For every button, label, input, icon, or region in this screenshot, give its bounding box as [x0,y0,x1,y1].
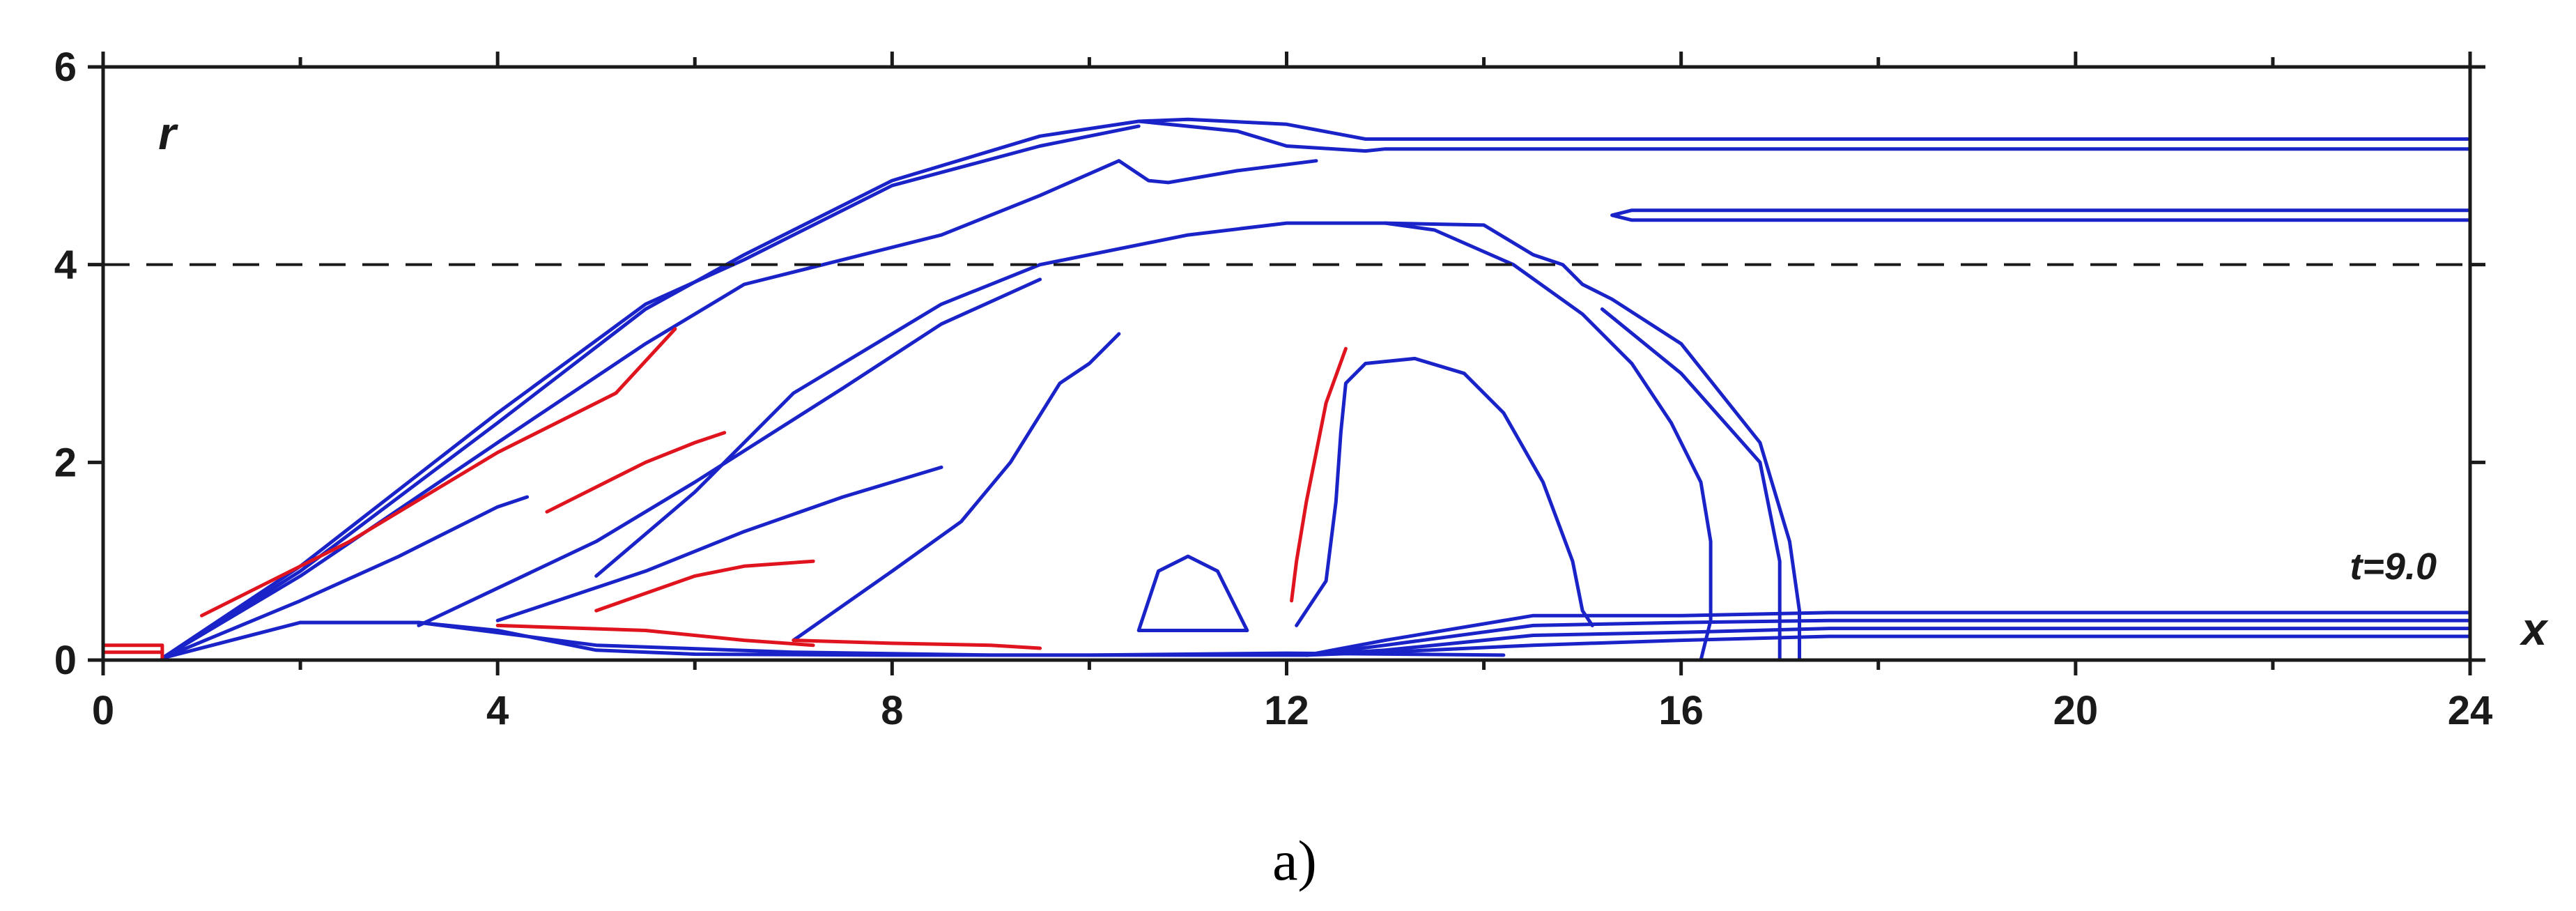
y-axis-label: r [158,107,178,159]
red-contour-line [495,623,815,648]
blue-contour-line [1600,307,1782,660]
blue-contour-line [298,620,1506,657]
figure-caption: a) [1272,829,1317,892]
red-contour-line [200,327,677,618]
x-tick-label: 16 [1658,688,1704,733]
red-contour-line [594,559,815,613]
blue-contour-line [160,495,530,660]
blue-contour-line [792,332,1121,643]
blue-contour-line [1136,554,1249,632]
red-contour-line [545,431,727,514]
y-tick-label: 6 [54,45,77,90]
x-tick-label: 8 [881,688,903,733]
blue-contour-line [160,124,1141,660]
blue-contour-line [1383,221,1713,660]
blue-contour-line [495,465,943,622]
contour-lines [103,117,2470,660]
blue-contour-line [1136,119,2470,153]
y-tick-label: 0 [54,638,77,683]
y-tick-label: 2 [54,440,77,485]
x-tick-label: 24 [2448,688,2493,733]
x-tick-label: 0 [92,688,114,733]
blue-contour-line [417,277,1042,627]
x-tick-label: 12 [1264,688,1309,733]
x-tick-label: 20 [2053,688,2099,733]
blue-contour-line [594,221,1801,660]
red-contour-line [792,638,1042,650]
axis-ticks [88,52,2485,675]
blue-contour-line [160,159,1318,660]
blue-contour-line [1304,611,2470,657]
blue-contour-line [160,117,2470,660]
plot-frame [101,65,2472,662]
red-contour-line [1290,346,1348,603]
time-annotation: t=9.0 [2350,546,2437,588]
y-tick-label: 4 [54,243,77,288]
x-tick-label: 4 [486,688,509,733]
blue-contour-line [1295,356,1594,627]
blue-contour-line [160,620,421,660]
x-axis-label: x [2520,603,2549,654]
blue-contour-line [1304,618,2470,657]
blue-contour-line [1610,208,2470,222]
